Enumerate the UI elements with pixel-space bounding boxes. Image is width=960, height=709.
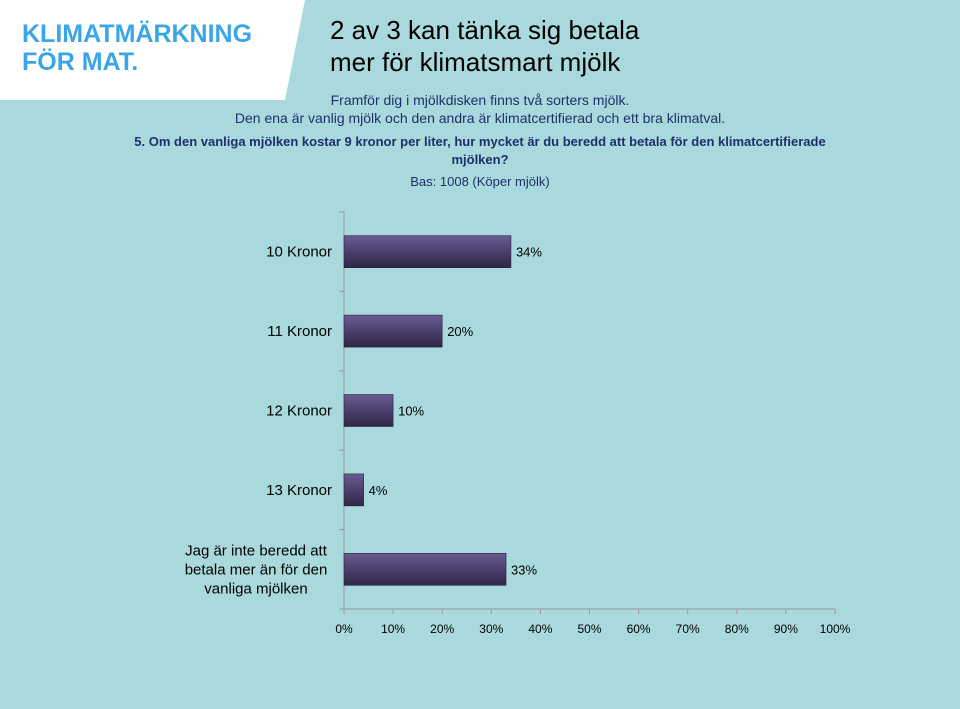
x-tick-label: 30% [479, 622, 503, 636]
category-label-line: betala mer än för den [185, 561, 328, 578]
x-tick-label: 60% [627, 622, 651, 636]
bar [343, 314, 443, 348]
bar-value-label: 4% [369, 483, 388, 498]
category-label-line: vanliga mjölken [204, 580, 307, 597]
page-title: 2 av 3 kan tänka sig betala mer för klim… [330, 14, 639, 78]
page-title-line-2: mer för klimatsmart mjölk [330, 47, 621, 77]
x-tick-label: 20% [430, 622, 454, 636]
x-tick-label: 90% [774, 622, 798, 636]
bar-value-label: 34% [516, 245, 542, 260]
category-label: Jag är inte beredd att betala mer än för … [185, 542, 328, 597]
x-tick-label: 100% [820, 622, 851, 636]
page-title-line-1: 2 av 3 kan tänka sig betala [330, 15, 640, 45]
bar [343, 473, 364, 507]
bar [343, 394, 394, 427]
x-tick-label: 50% [577, 622, 601, 636]
x-tick-label: 80% [725, 622, 749, 636]
survey-question: 5. Om den vanliga mjölken kostar 9 krono… [134, 134, 826, 167]
brand-logo: KLIMATMÄRKNING FÖR MAT. [0, 0, 305, 100]
bar-value-label: 10% [398, 404, 424, 419]
category-label: 13 Kronor [266, 482, 332, 499]
intro-line-1: Framför dig i mjölkdisken finns två sort… [330, 92, 630, 108]
x-tick-label: 70% [676, 622, 700, 636]
sample-base: Bas: 1008 (Köper mjölk) [410, 174, 550, 189]
intro-line-2: Den ena är vanlig mjölk och den andra är… [234, 110, 726, 126]
bar-value-label: 33% [511, 562, 537, 577]
category-label-line: Jag är inte beredd att [185, 542, 328, 559]
logo-line-2: FÖR MAT. [22, 47, 138, 76]
logo-background [0, 0, 305, 100]
bar [343, 235, 512, 268]
category-label: 12 Kronor [266, 403, 332, 420]
logo-line-1: KLIMATMÄRKNING [22, 20, 252, 48]
x-tick-label: 40% [528, 622, 552, 636]
bar [343, 552, 507, 586]
category-label: 11 Kronor [267, 323, 332, 340]
category-label: 10 Kronor [266, 244, 332, 261]
bar-value-label: 20% [447, 324, 473, 339]
x-tick-label: 0% [335, 622, 353, 636]
x-tick-label: 10% [381, 622, 405, 636]
